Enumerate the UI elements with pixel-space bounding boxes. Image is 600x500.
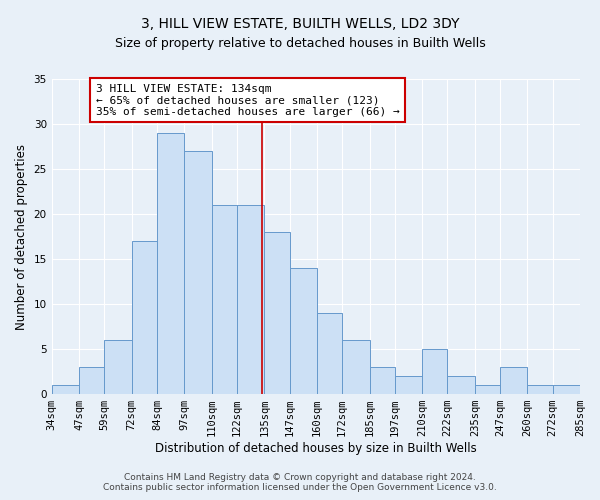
Bar <box>264 232 290 394</box>
Bar <box>370 367 395 394</box>
Bar <box>212 205 237 394</box>
Bar <box>79 367 104 394</box>
Bar <box>290 268 317 394</box>
Bar <box>342 340 370 394</box>
Bar <box>422 349 448 394</box>
Bar <box>395 376 422 394</box>
X-axis label: Distribution of detached houses by size in Builth Wells: Distribution of detached houses by size … <box>155 442 477 455</box>
Bar <box>104 340 131 394</box>
Bar <box>52 385 79 394</box>
Text: Contains HM Land Registry data © Crown copyright and database right 2024.
Contai: Contains HM Land Registry data © Crown c… <box>103 473 497 492</box>
Bar <box>317 313 342 394</box>
Text: 3 HILL VIEW ESTATE: 134sqm
← 65% of detached houses are smaller (123)
35% of sem: 3 HILL VIEW ESTATE: 134sqm ← 65% of deta… <box>96 84 400 116</box>
Bar <box>157 133 184 394</box>
Bar <box>131 241 157 394</box>
Text: Size of property relative to detached houses in Builth Wells: Size of property relative to detached ho… <box>115 38 485 51</box>
Bar <box>184 151 212 394</box>
Bar <box>237 205 264 394</box>
Bar <box>527 385 553 394</box>
Bar <box>448 376 475 394</box>
Bar <box>500 367 527 394</box>
Bar <box>553 385 580 394</box>
Y-axis label: Number of detached properties: Number of detached properties <box>15 144 28 330</box>
Text: 3, HILL VIEW ESTATE, BUILTH WELLS, LD2 3DY: 3, HILL VIEW ESTATE, BUILTH WELLS, LD2 3… <box>141 18 459 32</box>
Bar <box>475 385 500 394</box>
